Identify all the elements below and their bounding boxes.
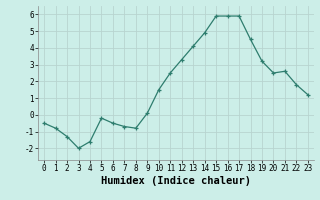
X-axis label: Humidex (Indice chaleur): Humidex (Indice chaleur) bbox=[101, 176, 251, 186]
